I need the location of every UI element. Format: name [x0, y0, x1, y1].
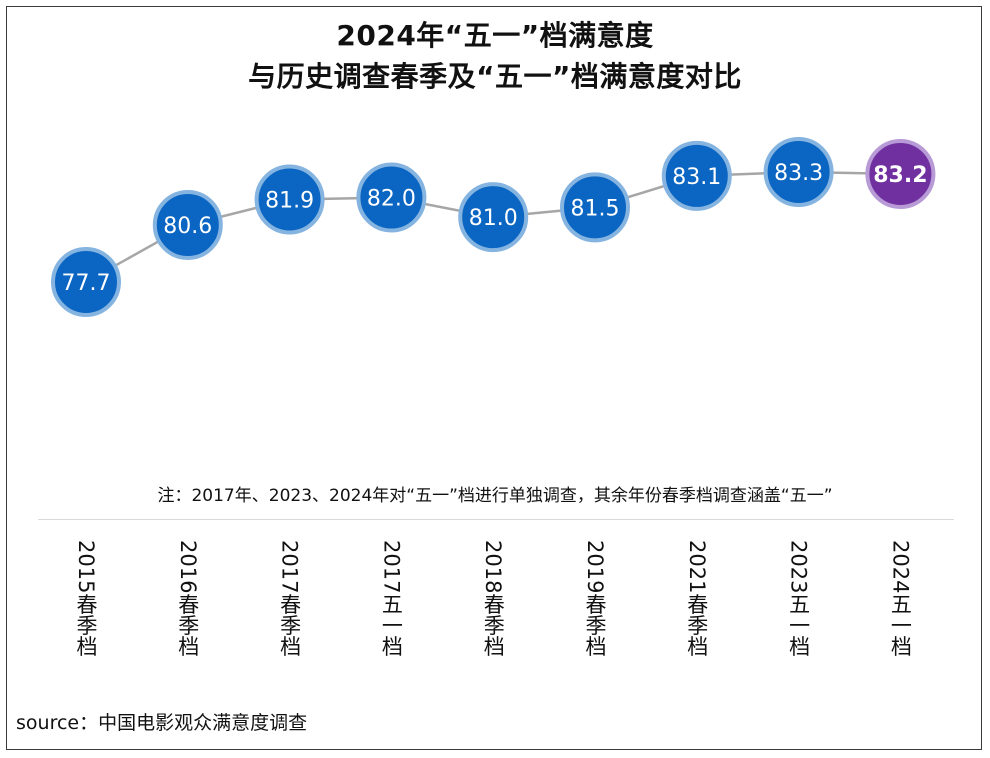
- data-point: 82.0: [356, 162, 427, 233]
- data-point: 83.3: [763, 137, 834, 207]
- data-label: 83.1: [672, 165, 721, 190]
- data-label: 83.2: [873, 163, 927, 188]
- source-text: source：中国电影观众满意度调查: [16, 712, 308, 734]
- data-label: 80.6: [163, 214, 212, 239]
- data-label: 81.9: [265, 189, 314, 214]
- data-point: 77.7: [51, 247, 121, 317]
- data-point-bubble: [560, 172, 630, 243]
- data-label: 83.3: [774, 161, 823, 186]
- chart-note: 注：2017年、2023、2024年对“五一”档进行单独调查，其余年份春季档调查…: [157, 486, 833, 506]
- data-label: 81.5: [571, 196, 620, 221]
- x-tick-label: 2017五一档: [379, 540, 404, 657]
- data-point: 81.9: [254, 164, 325, 235]
- data-point: 83.1: [661, 140, 732, 211]
- data-point-bubble: [152, 190, 223, 261]
- chart-title-line1: 2024年“五一”档满意度: [336, 19, 654, 52]
- data-point-bubble: [661, 140, 732, 211]
- x-tick-label: 2018春季档: [481, 540, 506, 657]
- x-tick-label: 2021春季档: [684, 540, 709, 657]
- data-point: 80.6: [152, 190, 223, 261]
- x-tick-label: 2019春季档: [583, 540, 607, 657]
- x-tick-label: 2024五一档: [888, 540, 913, 657]
- x-tick-label: 2023五一档: [786, 540, 811, 657]
- data-point-bubble: [254, 164, 325, 235]
- x-tick-label: 2015春季档: [74, 540, 98, 657]
- axis-divider: [38, 519, 954, 520]
- data-point-bubble: [865, 138, 936, 209]
- data-point-bubble: [763, 137, 834, 207]
- data-label: 77.7: [62, 271, 111, 296]
- x-tick-label: 2016春季档: [175, 540, 200, 657]
- data-point-bubble: [458, 182, 529, 253]
- data-label: 81.0: [469, 206, 518, 231]
- data-point-bubble: [356, 162, 427, 233]
- chart-frame: [6, 6, 982, 750]
- data-label: 82.0: [367, 187, 416, 212]
- data-point-bubble: [51, 247, 121, 317]
- data-point: 81.0: [458, 182, 529, 253]
- data-point-highlight: 83.2: [865, 138, 936, 209]
- chart-title-line2: 与历史调查春季及“五一”档满意度对比: [248, 60, 742, 93]
- x-tick-label: 2017春季档: [277, 540, 302, 657]
- data-point: 81.5: [560, 172, 630, 243]
